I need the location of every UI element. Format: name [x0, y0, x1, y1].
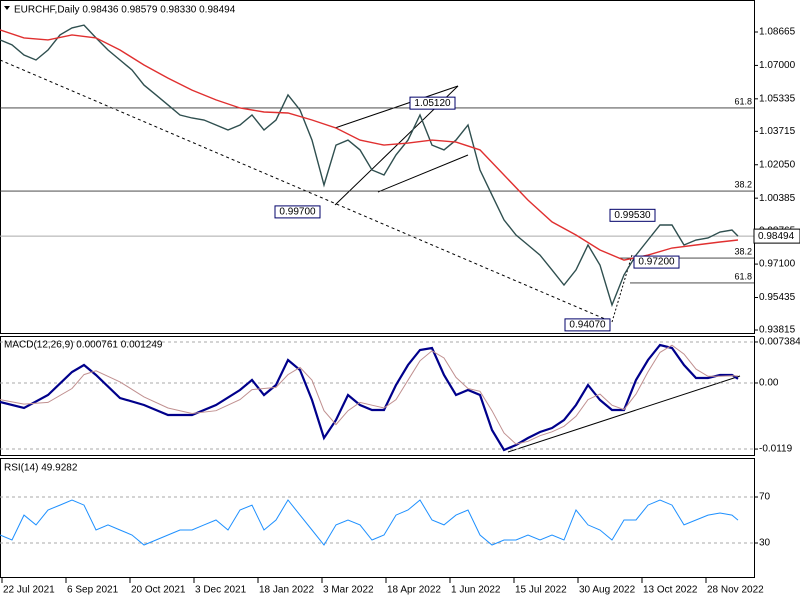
x-tick-label: 3 Mar 2022	[323, 585, 374, 596]
rsi-panel-frame	[0, 458, 755, 578]
series-line	[0, 24, 739, 308]
y-tick-label: -0.0119	[759, 444, 793, 455]
price-label-box	[633, 255, 680, 269]
price-label: 0.99530	[614, 210, 651, 221]
x-tick-label: 15 Jul 2022	[515, 585, 567, 596]
price-label-box	[609, 208, 656, 222]
panel-title: RSI(14) 49.9282	[4, 463, 78, 474]
last-price-box	[753, 228, 800, 244]
series-line	[0, 343, 739, 452]
x-tick-label: 18 Jan 2022	[259, 585, 314, 596]
x-tick-label: 13 Oct 2022	[643, 585, 698, 596]
macd-trend-line	[507, 375, 741, 453]
y-tick-label: 1.00385	[759, 193, 796, 204]
y-tick-label: 0.007384	[759, 337, 800, 348]
x-tick-label: 3 Dec 2021	[195, 585, 247, 596]
macd-panel-frame	[0, 336, 755, 456]
y-tick-label: 0.00	[759, 378, 779, 389]
x-tick-label: 28 Nov 2022	[707, 585, 764, 596]
y-tick-label: 0.93815	[759, 325, 796, 336]
channel-line	[377, 154, 469, 193]
x-tick-label: 18 Apr 2022	[387, 585, 441, 596]
x-tick-label: 20 Oct 2021	[131, 585, 186, 596]
x-tick-label: 22 Jul 2021	[3, 585, 55, 596]
y-tick-label: 1.07000	[759, 60, 796, 71]
x-tick-label: 6 Sep 2021	[67, 585, 119, 596]
price-label: 1.05120	[414, 98, 451, 109]
y-tick-label: 1.05335	[759, 93, 796, 104]
price-label: 0.94070	[569, 320, 606, 331]
y-tick-label: 30	[759, 538, 771, 549]
fib-label: 38.2	[734, 179, 752, 189]
price-label-box	[564, 318, 611, 332]
series-line	[0, 29, 739, 261]
panel-title: MACD(12,26,9) 0.000761 0.001249	[4, 340, 163, 351]
x-tick-label: 1 Jun 2022	[451, 585, 501, 596]
price-label-box	[409, 96, 456, 110]
y-tick-label: 1.02050	[759, 159, 796, 170]
y-tick-label: 70	[759, 492, 771, 503]
fib-label: 61.8	[734, 96, 752, 106]
y-tick-label: 1.08665	[759, 27, 796, 38]
price-label-box	[274, 205, 321, 219]
fib-label: 61.8	[734, 271, 752, 281]
series-line	[0, 344, 739, 445]
channel-line	[334, 85, 459, 129]
panel-title: EURCHF,Daily 0.98436 0.98579 0.98330 0.9…	[14, 5, 236, 16]
price-label: 0.97200	[638, 257, 675, 268]
fib-label: 38.2	[734, 246, 752, 256]
price-label: 0.99700	[279, 207, 316, 218]
x-tick-label: 30 Aug 2022	[579, 585, 636, 596]
y-tick-label: 0.95435	[759, 292, 796, 303]
series-line	[0, 499, 739, 546]
y-tick-label: 0.97100	[759, 259, 796, 270]
last-price-label: 0.98494	[758, 231, 795, 242]
menu-triangle	[4, 6, 10, 10]
y-tick-label: 1.03715	[759, 126, 796, 137]
price-panel-frame	[0, 0, 755, 334]
